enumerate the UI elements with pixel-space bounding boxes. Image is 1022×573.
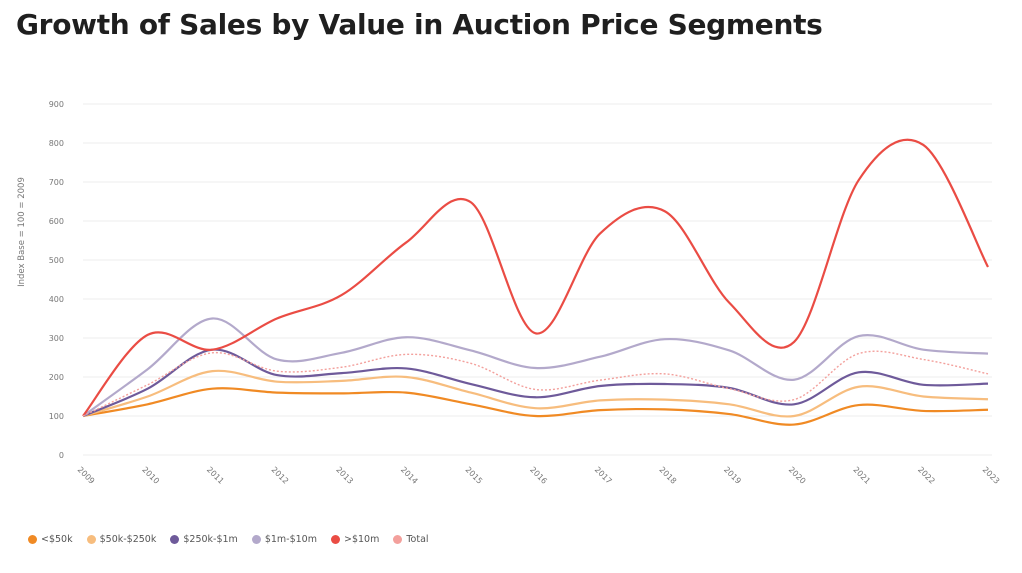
y-tick-label: 700 (49, 178, 64, 187)
x-tick-label: 2012 (270, 465, 291, 486)
x-tick-label: 2011 (205, 465, 226, 486)
legend-swatch (330, 535, 340, 544)
y-tick-label: 300 (49, 334, 64, 343)
legend-item[interactable]: >$10m (330, 534, 380, 545)
y-tick-label: 0 (59, 451, 64, 460)
legend-swatch (393, 535, 403, 544)
x-tick-label: 2015 (463, 465, 484, 486)
legend-item[interactable]: $250k-$1m (170, 534, 238, 545)
legend-label: $50k-$250k (99, 534, 157, 545)
series-line (82, 369, 989, 418)
x-tick-label: 2014 (399, 465, 420, 486)
y-tick-label: 800 (49, 139, 64, 148)
x-tick-label: 2017 (593, 465, 614, 486)
x-tick-label: 2022 (916, 465, 937, 486)
legend-item[interactable]: $50k-$250k (86, 534, 157, 545)
legend-swatch (86, 535, 96, 544)
x-tick-label: 2016 (528, 465, 549, 486)
x-tick-label: 2009 (76, 465, 97, 486)
y-tick-label: 200 (49, 373, 64, 382)
series-line (82, 348, 989, 418)
x-tick-label: 2020 (787, 465, 808, 486)
y-tick-label: 500 (49, 256, 64, 265)
series-line (82, 317, 989, 417)
y-axis-label: Index Base = 100 = 2009 (17, 177, 27, 287)
y-tick-label: 100 (49, 412, 64, 421)
x-tick-label: 2021 (851, 465, 872, 486)
series-line (82, 138, 989, 417)
legend-item[interactable]: Total (393, 534, 429, 545)
series-lines (82, 138, 989, 426)
legend-label: >$10m (343, 534, 380, 545)
legend-swatch (28, 535, 37, 544)
x-tick-label: 2013 (334, 465, 355, 486)
y-tick-label: 600 (49, 217, 64, 226)
y-tick-label: 900 (49, 100, 64, 109)
series-line (82, 387, 989, 426)
x-tick-label: 2010 (140, 465, 161, 486)
x-tick-label: 2018 (657, 465, 678, 486)
y-tick-labels: 0 100 200 300 400 500 600 700 800 900 (49, 100, 64, 460)
gridlines (83, 103, 992, 456)
legend-label: Total (406, 534, 429, 545)
x-tick-label: 2023 (981, 465, 1002, 486)
series-line (82, 350, 989, 417)
legend-label: $250k-$1m (183, 534, 238, 545)
y-tick-label: 400 (49, 295, 64, 304)
legend-label: $1m-$10m (264, 534, 317, 545)
legend-item[interactable]: <$50k (28, 534, 73, 545)
legend-item[interactable]: $1m-$10m (251, 534, 317, 545)
legend: <$50k $50k-$250k $250k-$1m $1m-$10m >$10m Tot… (28, 534, 429, 545)
legend-label: <$50k (41, 534, 73, 545)
chart-title: Growth of Sales by Value in Auction Pric… (16, 8, 823, 41)
legend-swatch (170, 535, 180, 544)
legend-swatch (251, 535, 261, 544)
x-tick-label: 2019 (722, 465, 743, 486)
x-tick-labels: 2009 2010 2011 2012 2013 2014 2015 2016 2017 2018… (76, 465, 1002, 486)
